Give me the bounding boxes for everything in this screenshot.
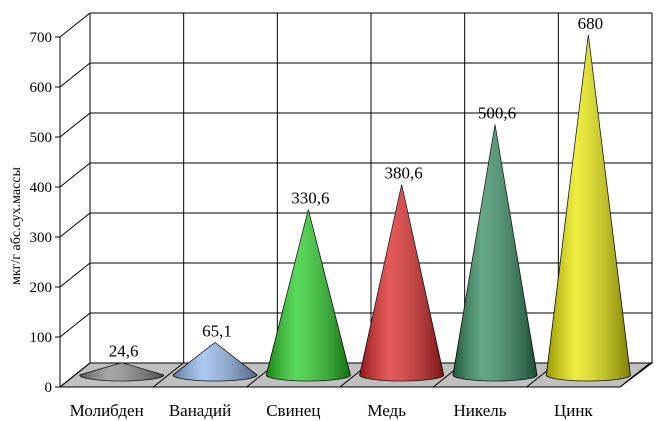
y-axis: 0 100 200 300 400 500 600 700 [30,30,61,396]
category-label: Молибден [70,401,144,420]
chart-back-wall [59,12,653,388]
cone-shading [266,209,351,381]
cone-series [79,34,631,382]
y-tick-label: 200 [30,280,53,296]
data-label: 65,1 [202,321,232,340]
side-gridline [59,212,91,238]
side-gridline [59,112,91,138]
cone-shading [453,124,537,381]
y-tick-label: 300 [30,230,53,246]
category-axis: Молибден Ванадий Свинец Медь Никель Цинк [70,401,594,420]
y-tick-label: 500 [30,130,53,146]
cone-Цинк [545,34,631,382]
floor-divider [153,362,184,388]
cone-Молибден [79,362,165,382]
y-tick-label: 600 [30,80,53,96]
side-gridline [59,262,91,288]
side-gridline [59,12,91,38]
y-tick-label: 0 [45,380,53,396]
category-label: Медь [367,401,406,420]
category-label: Свинец [266,401,320,420]
data-labels: 24,6 65,1 330,6 380,6 500,6 680 [109,14,603,361]
data-label: 380,6 [385,164,423,183]
cone-shading [79,362,164,381]
y-tick-label: 400 [30,180,53,196]
data-label: 330,6 [291,189,329,208]
floor-divider [59,362,91,388]
cone-Свинец [265,209,351,382]
cone-shading [546,35,631,381]
data-label: 680 [578,14,604,33]
cone-shading [359,184,444,381]
cone-Ванадий [172,341,258,382]
side-gridline [59,62,91,88]
side-gridline [59,312,91,338]
category-label: Ванадий [169,401,231,420]
cone-Никель [452,124,538,382]
y-axis-label: мкг/г абс.сух.массы [9,166,24,285]
y-tick-label: 100 [30,330,53,346]
y-tick-label: 700 [30,30,53,46]
cone-shading [173,342,257,381]
data-label: 500,6 [478,104,516,123]
side-gridline [59,162,91,188]
data-label: 24,6 [109,342,139,361]
floor-divider [619,362,651,388]
category-label: Цинк [554,401,593,420]
cone-Медь [359,184,445,382]
category-label: Никель [454,401,507,420]
